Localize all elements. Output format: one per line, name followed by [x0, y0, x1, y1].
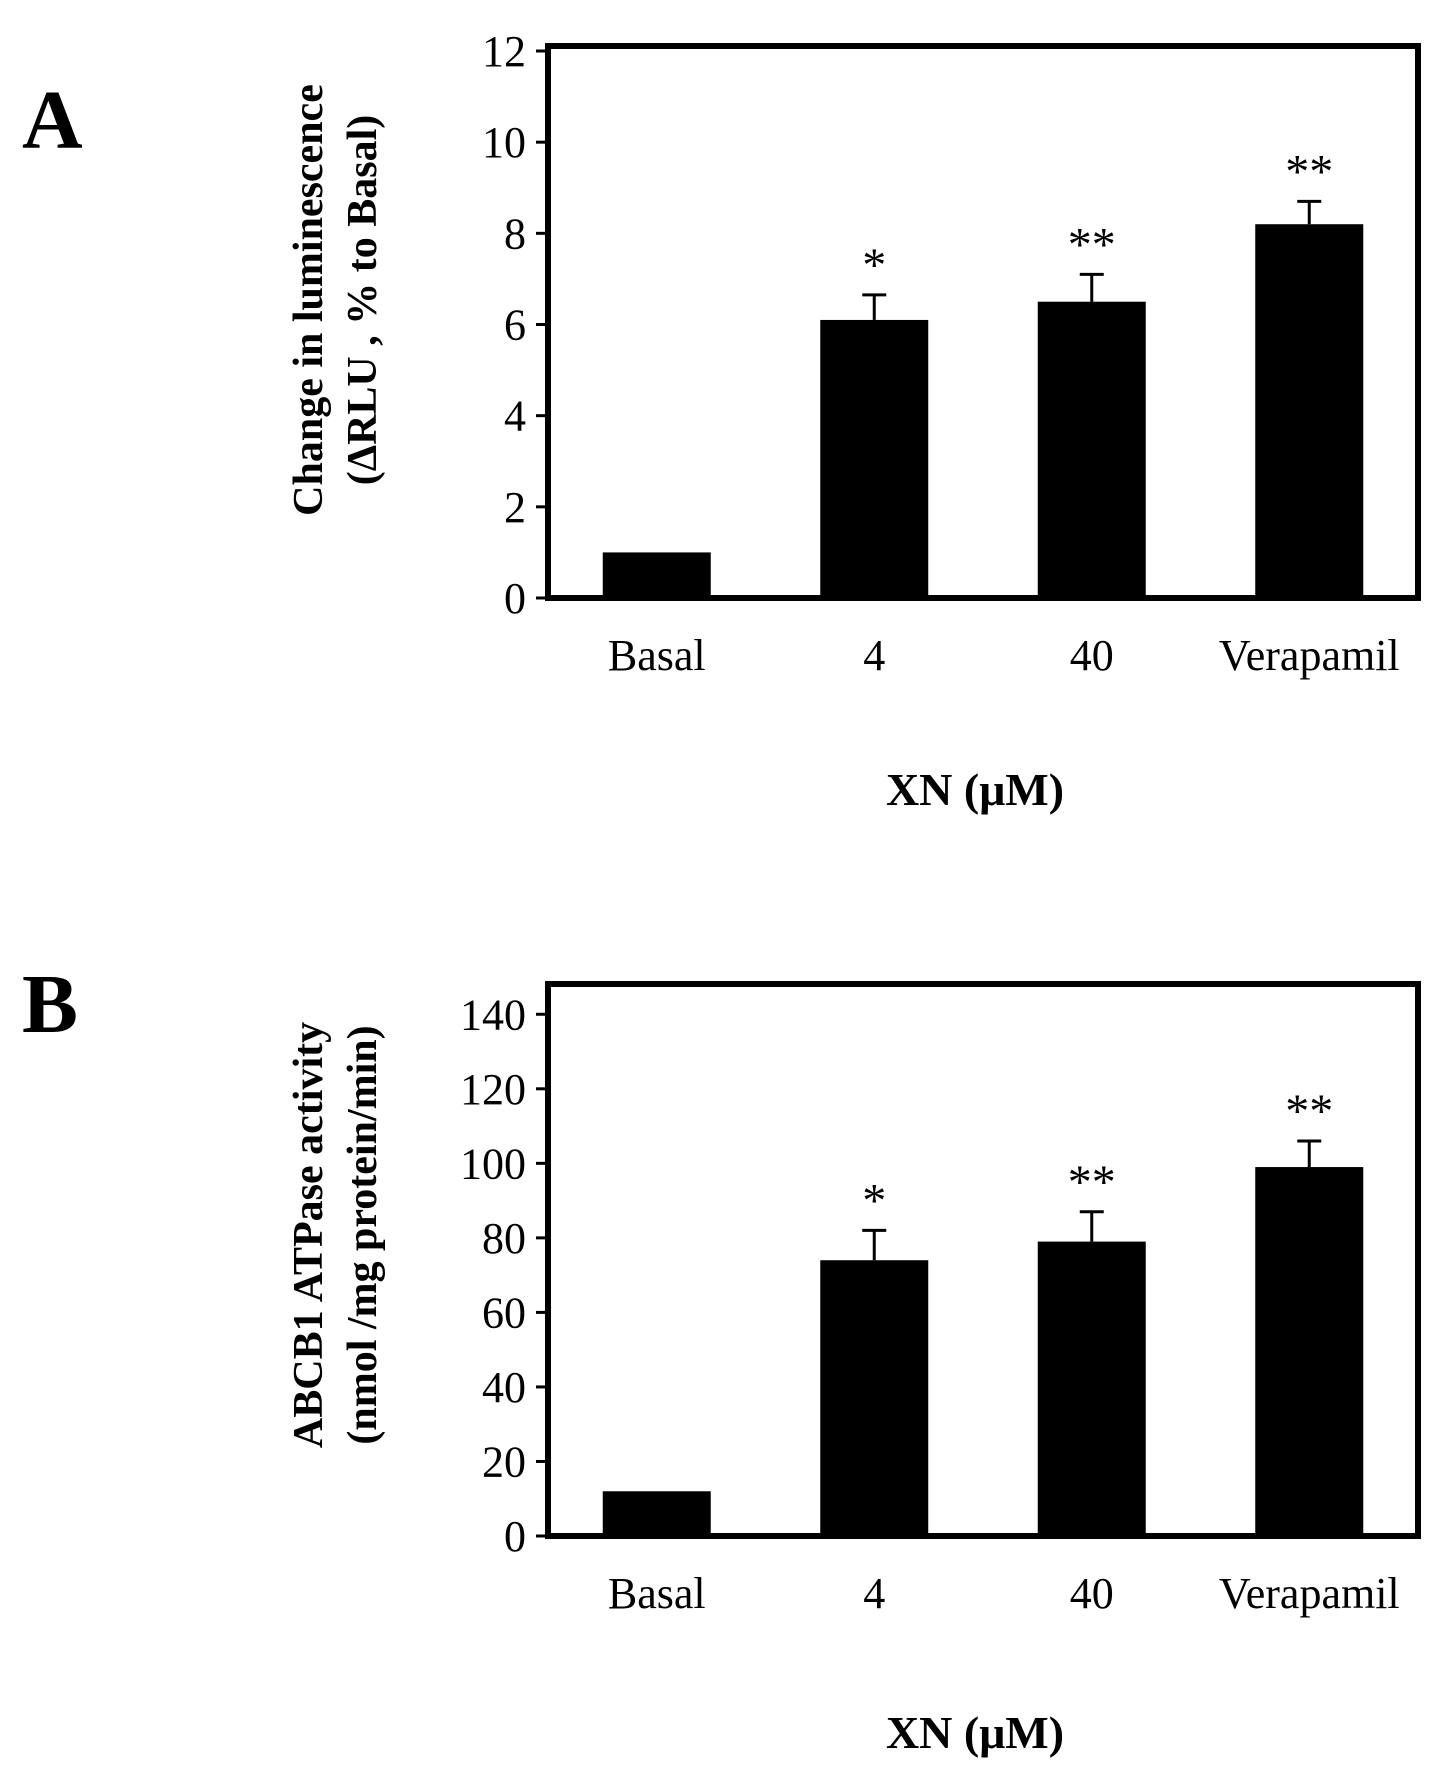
significance-label: ** — [1285, 145, 1333, 198]
x-tick-label: Verapamil — [1219, 631, 1400, 680]
plot-area-b: 0 20 40 60 80 100 120 140 Basal * 4 ** 40 ** Verapamil — [460, 981, 1421, 1618]
y-tick-label: 100 — [460, 1139, 526, 1188]
y-tick-label: 12 — [482, 27, 526, 76]
y-tick-label: 10 — [482, 118, 526, 167]
y-tick-label: 20 — [482, 1437, 526, 1486]
y-axis-label-b-line2: (nmol /mg protein/min) — [340, 1025, 386, 1444]
panel-b: B ABCB1 ATPase activity (nmol /mg protei… — [22, 958, 1421, 1758]
bar — [1037, 301, 1146, 598]
y-tick-label: 4 — [504, 392, 526, 441]
bar — [1037, 1241, 1146, 1536]
bar — [820, 319, 929, 598]
panel-letter-a: A — [22, 74, 83, 167]
x-axis-label-b: XN (μM) — [886, 1707, 1064, 1758]
y-axis-label-a-line2: (ΔRLU , % to Basal) — [340, 115, 386, 486]
bar — [820, 1260, 929, 1536]
plot-frame — [545, 981, 1421, 1539]
y-tick-label: 60 — [482, 1288, 526, 1337]
x-tick-label: 4 — [863, 631, 885, 680]
x-tick-label: Verapamil — [1219, 1569, 1400, 1618]
x-tick-label: 4 — [863, 1569, 885, 1618]
y-tick-label: 8 — [504, 209, 526, 258]
plot-frame — [545, 43, 1421, 601]
y-tick-label: 0 — [504, 574, 526, 623]
y-axis-label-b-line1: ABCB1 ATPase activity — [286, 1022, 332, 1448]
y-tick-label: 80 — [482, 1214, 526, 1263]
bar — [602, 552, 711, 598]
y-tick-label: 2 — [504, 483, 526, 532]
y-axis-label-a-line1: Change in luminescence — [286, 84, 332, 516]
x-tick-label: 40 — [1070, 631, 1114, 680]
significance-label: ** — [1285, 1085, 1333, 1138]
significance-label: * — [862, 239, 886, 292]
x-axis-label-a: XN (μM) — [886, 764, 1064, 815]
panel-letter-b: B — [22, 958, 78, 1051]
bar — [1255, 1167, 1364, 1536]
panel-a: A Change in luminescence (ΔRLU , % to Ba… — [22, 27, 1421, 815]
y-tick-label: 0 — [504, 1512, 526, 1561]
bar — [602, 1491, 711, 1536]
x-tick-label: 40 — [1070, 1569, 1114, 1618]
y-tick-label: 6 — [504, 301, 526, 350]
significance-label: ** — [1068, 218, 1116, 271]
y-tick-label: 120 — [460, 1065, 526, 1114]
y-tick-label: 140 — [460, 990, 526, 1039]
x-tick-label: Basal — [608, 1569, 706, 1618]
bar — [1255, 224, 1364, 598]
x-tick-label: Basal — [608, 631, 706, 680]
significance-label: * — [862, 1174, 886, 1227]
significance-label: ** — [1068, 1156, 1116, 1209]
y-tick-label: 40 — [482, 1363, 526, 1412]
plot-area-a: 0 2 4 6 8 10 12 Basal * 4 ** 40 ** Verapamil — [482, 27, 1421, 680]
